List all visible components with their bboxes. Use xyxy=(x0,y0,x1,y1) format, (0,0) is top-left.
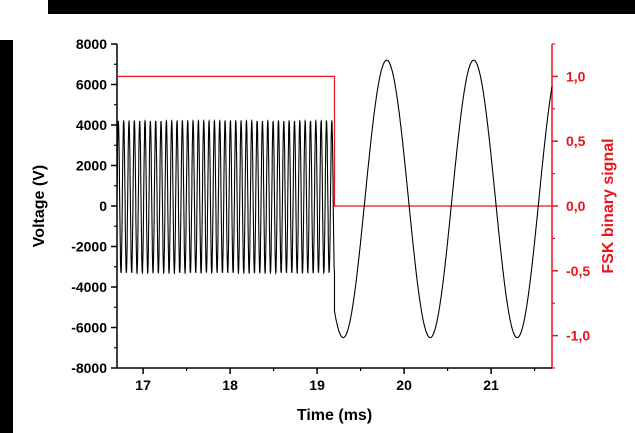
y-tick-label: -4000 xyxy=(71,279,107,295)
x-tick-label: 18 xyxy=(222,377,238,393)
fsk-signal-line xyxy=(117,75,552,207)
y-right-tick-label: -0,5 xyxy=(566,263,590,279)
x-tick-label: 20 xyxy=(396,377,412,393)
y-tick-label: 8000 xyxy=(76,36,107,52)
y-right-tick-label: 0,0 xyxy=(566,198,586,214)
y-right-tick-label: 1,0 xyxy=(566,68,586,84)
y-tick-label: -6000 xyxy=(71,320,107,336)
y-right-tick-label: -1,0 xyxy=(566,328,590,344)
y-tick-label: -2000 xyxy=(71,239,107,255)
y-tick-label: -8000 xyxy=(71,360,107,376)
voltage-line xyxy=(116,59,553,339)
left-axis: 8000 6000 4000 2000 0 -2000 -4000 -6000 -8000 xyxy=(71,36,118,376)
x-tick-label: 19 xyxy=(309,377,325,393)
y-right-axis-label: FSK binary signal xyxy=(600,138,617,273)
x-tick-label: 17 xyxy=(135,377,151,393)
y-tick-label: 4000 xyxy=(76,117,107,133)
bottom-axis: 17 18 19 20 21 xyxy=(117,367,552,393)
x-axis-label: Time (ms) xyxy=(297,407,372,424)
y-tick-label: 6000 xyxy=(76,77,107,93)
y-tick-label: 0 xyxy=(99,198,107,214)
y-tick-label: 2000 xyxy=(76,158,107,174)
plot-area xyxy=(116,59,553,339)
y-right-tick-label: 0,5 xyxy=(566,133,586,149)
x-tick-label: 21 xyxy=(483,377,499,393)
y-axis-label: Voltage (V) xyxy=(31,165,48,247)
right-axis: 1,0 0,5 0,0 -0,5 -1,0 xyxy=(551,43,590,369)
top-border-bar xyxy=(48,0,635,14)
left-border-bar xyxy=(0,40,13,433)
